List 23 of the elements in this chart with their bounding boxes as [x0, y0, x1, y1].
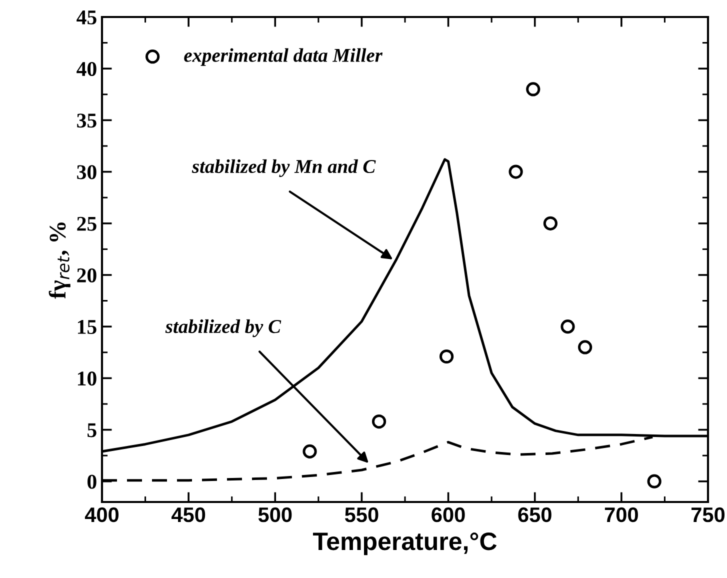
- y-tick-label: 35: [77, 114, 96, 128]
- y-axis-title: fγ$_{ret}$, %: [48, 222, 70, 299]
- annotation: stabilized by C: [165, 319, 282, 338]
- x-tick-label: 400: [84, 507, 119, 522]
- x-tick-label: 600: [432, 507, 465, 522]
- x-tick-label: 750: [692, 507, 725, 522]
- x-tick-label: 700: [604, 507, 638, 522]
- x-tick-label: 550: [344, 507, 378, 522]
- y-tick-label: 15: [78, 320, 96, 334]
- y-tick-label: 40: [76, 62, 96, 76]
- x-tick-label: 450: [172, 507, 206, 522]
- y-tick-label: 25: [77, 216, 96, 231]
- y-tick-label: 45: [76, 10, 96, 24]
- x-tick-label: 650: [518, 507, 552, 522]
- annotation: stabilized by Mn and C: [192, 159, 376, 178]
- y-tick-label: 5: [88, 423, 96, 438]
- x-axis-title: Temperature,°C: [312, 532, 497, 556]
- x-tick-label: 500: [258, 507, 292, 522]
- y-tick-label: 10: [78, 372, 96, 386]
- y-tick-label: 30: [77, 165, 96, 180]
- legend-label: experimental data Miller: [184, 48, 383, 66]
- y-tick-label: 20: [77, 268, 96, 282]
- y-tick-label: 0: [88, 474, 96, 489]
